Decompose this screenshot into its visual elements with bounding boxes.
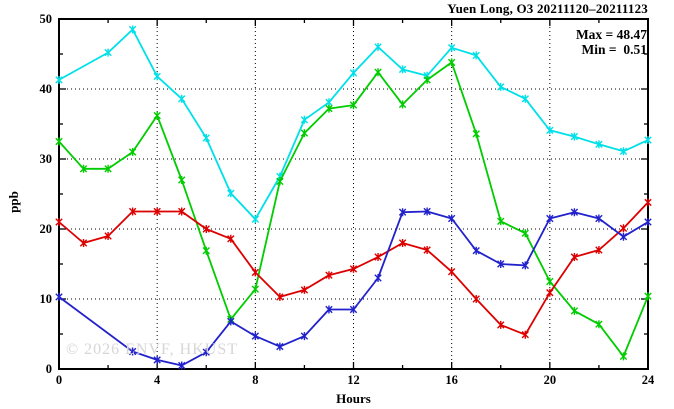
x-tick-label: 4 xyxy=(154,373,161,387)
watermark: © 2026 ENVF, HKUST xyxy=(66,341,238,358)
x-tick-label: 24 xyxy=(642,373,655,387)
y-tick-label: 10 xyxy=(40,292,53,306)
x-tick-label: 0 xyxy=(56,373,62,387)
y-tick-label: 20 xyxy=(40,222,53,236)
x-tick-label: 8 xyxy=(252,373,258,387)
min-value-label: Min = 0.51 xyxy=(581,42,647,57)
y-tick-label: 30 xyxy=(40,152,53,166)
x-tick-label: 12 xyxy=(347,373,360,387)
y-tick-label: 50 xyxy=(40,12,53,26)
max-min-annotation: Max = 48.47 Min = 0.51 xyxy=(0,27,647,57)
max-value-label: Max = 48.47 xyxy=(575,27,647,42)
y-tick-label: 0 xyxy=(46,362,52,376)
y-tick-label: 40 xyxy=(40,82,53,96)
cyan-line-markers xyxy=(55,25,652,224)
y-axis-label: ppb xyxy=(6,191,21,213)
chart-title: Yuen Long, O3 20211120–20211123 xyxy=(447,1,648,16)
blue-line-markers xyxy=(55,207,652,370)
red-line-markers xyxy=(55,198,652,339)
cyan-line xyxy=(58,28,649,221)
x-axis-label: Hours xyxy=(336,391,371,406)
x-tick-label: 20 xyxy=(544,373,557,387)
x-tick-label: 16 xyxy=(445,373,458,387)
green-line-markers xyxy=(55,58,652,361)
